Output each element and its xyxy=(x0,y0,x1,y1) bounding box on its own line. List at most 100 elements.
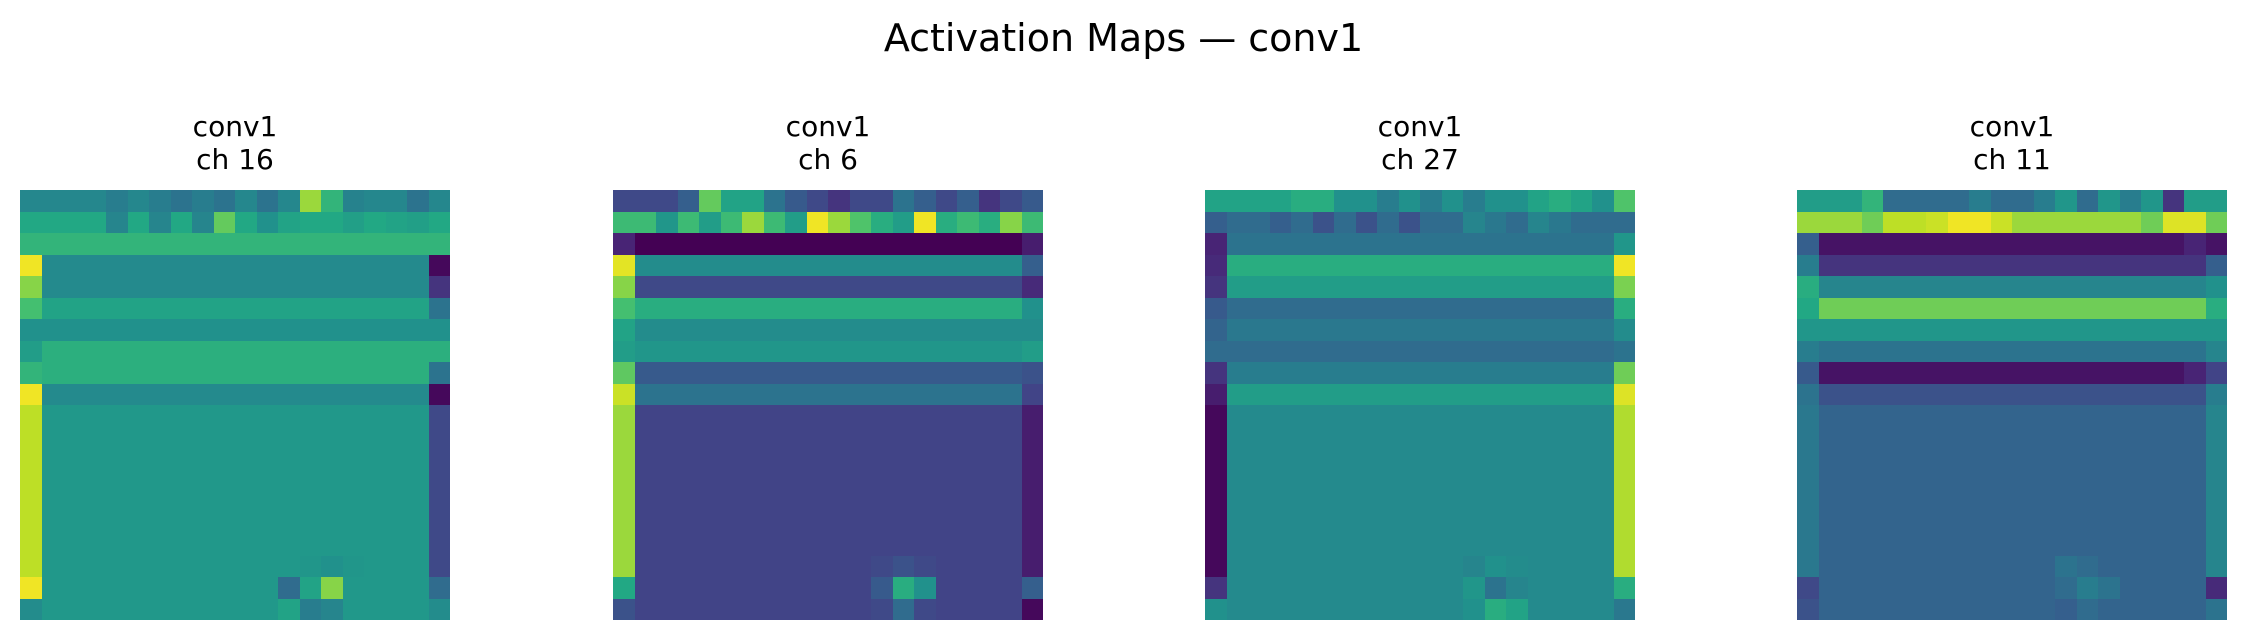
heatmap-cell xyxy=(699,598,721,620)
heatmap-cell xyxy=(720,469,742,491)
heatmap-cell xyxy=(806,297,828,319)
heatmap-cell xyxy=(278,448,300,470)
heatmap-cell xyxy=(742,405,764,427)
heatmap-cell xyxy=(1463,512,1485,534)
heatmap-cell xyxy=(677,211,699,233)
heatmap-cell xyxy=(2141,211,2163,233)
heatmap-cell xyxy=(84,340,106,362)
heatmap-cell xyxy=(1926,448,1948,470)
heatmap-cell xyxy=(656,211,678,233)
heatmap-cell xyxy=(1592,491,1614,513)
heatmap-cell xyxy=(1613,448,1635,470)
panel-title-channel: ch 16 xyxy=(196,143,274,176)
heatmap-cell xyxy=(2162,469,2184,491)
heatmap-cell xyxy=(1291,340,1313,362)
heatmap-cell xyxy=(1226,340,1248,362)
heatmap-cell xyxy=(1840,534,1862,556)
heatmap-cell xyxy=(1549,426,1571,448)
heatmap-cell xyxy=(978,426,1000,448)
heatmap-cell xyxy=(806,254,828,276)
heatmap-cell xyxy=(256,512,278,534)
heatmap-cell xyxy=(849,340,871,362)
heatmap-cell xyxy=(63,319,85,341)
heatmap-cell xyxy=(1334,598,1356,620)
heatmap-cell xyxy=(1549,469,1571,491)
heatmap-cell xyxy=(763,426,785,448)
heatmap-cell xyxy=(63,362,85,384)
heatmap-cell xyxy=(1334,319,1356,341)
heatmap-cell xyxy=(871,297,893,319)
heatmap-cell xyxy=(2141,297,2163,319)
heatmap-cell xyxy=(127,276,149,298)
panel-title-layer: conv1 xyxy=(1969,110,2055,143)
heatmap-cell xyxy=(1883,233,1905,255)
heatmap-cell xyxy=(634,555,656,577)
heatmap-cell xyxy=(1377,383,1399,405)
heatmap-cell xyxy=(2141,405,2163,427)
heatmap-cell xyxy=(806,383,828,405)
heatmap-cell xyxy=(2098,469,2120,491)
heatmap-cell xyxy=(2205,491,2227,513)
heatmap-cell xyxy=(235,512,257,534)
heatmap-cell xyxy=(935,340,957,362)
heatmap-cell xyxy=(1441,340,1463,362)
heatmap-cell xyxy=(978,340,1000,362)
heatmap-cell xyxy=(1000,555,1022,577)
heatmap-cell xyxy=(2033,383,2055,405)
heatmap-cell xyxy=(828,469,850,491)
heatmap-cell xyxy=(1969,276,1991,298)
heatmap-cell xyxy=(849,405,871,427)
heatmap-cell xyxy=(1926,512,1948,534)
heatmap-cell xyxy=(1861,233,1883,255)
heatmap-cell xyxy=(656,534,678,556)
heatmap-cell xyxy=(2162,276,2184,298)
heatmap-cell xyxy=(1797,598,1819,620)
heatmap-cell xyxy=(677,577,699,599)
heatmap-cell xyxy=(41,426,63,448)
heatmap-cell xyxy=(342,254,364,276)
heatmap-cell xyxy=(720,319,742,341)
heatmap-cell xyxy=(1549,512,1571,534)
heatmap-cell xyxy=(2098,319,2120,341)
heatmap-cell xyxy=(2033,469,2055,491)
heatmap-cell xyxy=(1398,276,1420,298)
heatmap-cell xyxy=(256,577,278,599)
heatmap-cell xyxy=(278,190,300,212)
heatmap-cell xyxy=(1226,512,1248,534)
heatmap-cell xyxy=(634,362,656,384)
heatmap-cell xyxy=(785,254,807,276)
heatmap-cell xyxy=(385,383,407,405)
heatmap-cell xyxy=(613,383,635,405)
heatmap-cell xyxy=(1861,512,1883,534)
heatmap-cell xyxy=(957,405,979,427)
heatmap-cell xyxy=(634,340,656,362)
heatmap-cell xyxy=(428,469,450,491)
heatmap-cell xyxy=(634,598,656,620)
heatmap-cell xyxy=(656,276,678,298)
heatmap-cell xyxy=(299,297,321,319)
heatmap-cell xyxy=(763,319,785,341)
heatmap-cell xyxy=(1883,534,1905,556)
heatmap-cell xyxy=(1248,534,1270,556)
heatmap-cell xyxy=(1226,598,1248,620)
heatmap-cell xyxy=(1441,448,1463,470)
heatmap-cell xyxy=(1021,469,1043,491)
heatmap-cell xyxy=(106,426,128,448)
heatmap-cell xyxy=(170,512,192,534)
heatmap-cell xyxy=(1926,491,1948,513)
heatmap-cell xyxy=(192,276,214,298)
heatmap-cell xyxy=(935,233,957,255)
heatmap-cell xyxy=(742,211,764,233)
heatmap-cell xyxy=(127,362,149,384)
heatmap-cell xyxy=(1355,577,1377,599)
heatmap-cell xyxy=(235,297,257,319)
heatmap-cell xyxy=(2119,362,2141,384)
heatmap-cell xyxy=(2205,190,2227,212)
heatmap-cell xyxy=(149,297,171,319)
heatmap-cell xyxy=(1926,577,1948,599)
heatmap-cell xyxy=(321,340,343,362)
heatmap-cell xyxy=(149,362,171,384)
heatmap-cell xyxy=(1334,340,1356,362)
heatmap-cell xyxy=(256,426,278,448)
heatmap-cell xyxy=(720,233,742,255)
